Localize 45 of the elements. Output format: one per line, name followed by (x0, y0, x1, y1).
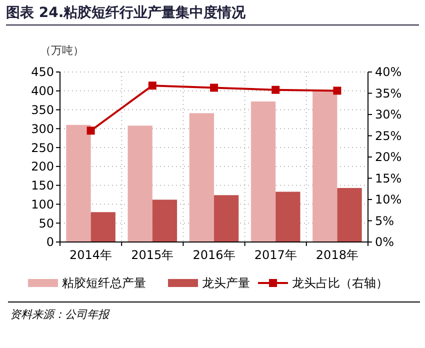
bar (152, 200, 178, 242)
y2-tick-label: 20% (375, 150, 402, 164)
y-tick-label: 250 (31, 140, 54, 155)
chart-title: 图表 24.粘胶短纤行业产量集中度情况 (6, 4, 247, 21)
y-axis-title: （万吨） (40, 44, 84, 57)
y2-tick-label: 5% (375, 214, 394, 228)
y2-tick-label: 0% (375, 235, 394, 250)
legend-label: 龙头占比（右轴） (292, 276, 388, 290)
bar (90, 212, 116, 242)
point (148, 82, 156, 90)
y2-tick-label: 30% (375, 108, 402, 122)
y-tick-label: 300 (31, 122, 54, 136)
legend-label: 龙头产量 (202, 276, 250, 290)
bar (128, 126, 152, 242)
bar (66, 124, 91, 242)
y-tick-label: 400 (31, 84, 54, 98)
bar (312, 90, 338, 242)
y-tick-label: 150 (31, 178, 54, 193)
y2-tick-label: 15% (375, 171, 402, 186)
y2-tick-label: 40% (375, 65, 402, 80)
bar (276, 192, 300, 242)
y-tick-label: 200 (31, 160, 54, 174)
x-tick-label: 2018年 (316, 248, 358, 262)
bar (214, 195, 239, 242)
y-tick-label: 100 (31, 197, 54, 212)
point (86, 126, 95, 135)
x-tick-label: 2016年 (192, 248, 236, 262)
bar (337, 188, 362, 242)
point (210, 84, 218, 92)
point (333, 86, 342, 95)
legend-label: 粘胶短纤总产量 (62, 276, 146, 290)
y-tick-label: 50 (38, 216, 54, 230)
y-tick-label: 350 (31, 102, 54, 117)
y-tick-label: 0 (46, 235, 54, 250)
text: 资料来源：公司年报 (10, 308, 110, 321)
x-tick-label: 2015年 (131, 248, 174, 262)
y-tick-label: 450 (31, 65, 54, 80)
y2-tick-label: 35% (375, 86, 402, 100)
y2-tick-label: 25% (375, 128, 402, 143)
point (272, 86, 280, 94)
bar (250, 101, 276, 242)
x-tick-label: 2014年 (70, 248, 112, 262)
bar (189, 113, 214, 242)
x-tick-label: 2017年 (254, 248, 297, 262)
y2-tick-label: 10% (375, 192, 402, 207)
